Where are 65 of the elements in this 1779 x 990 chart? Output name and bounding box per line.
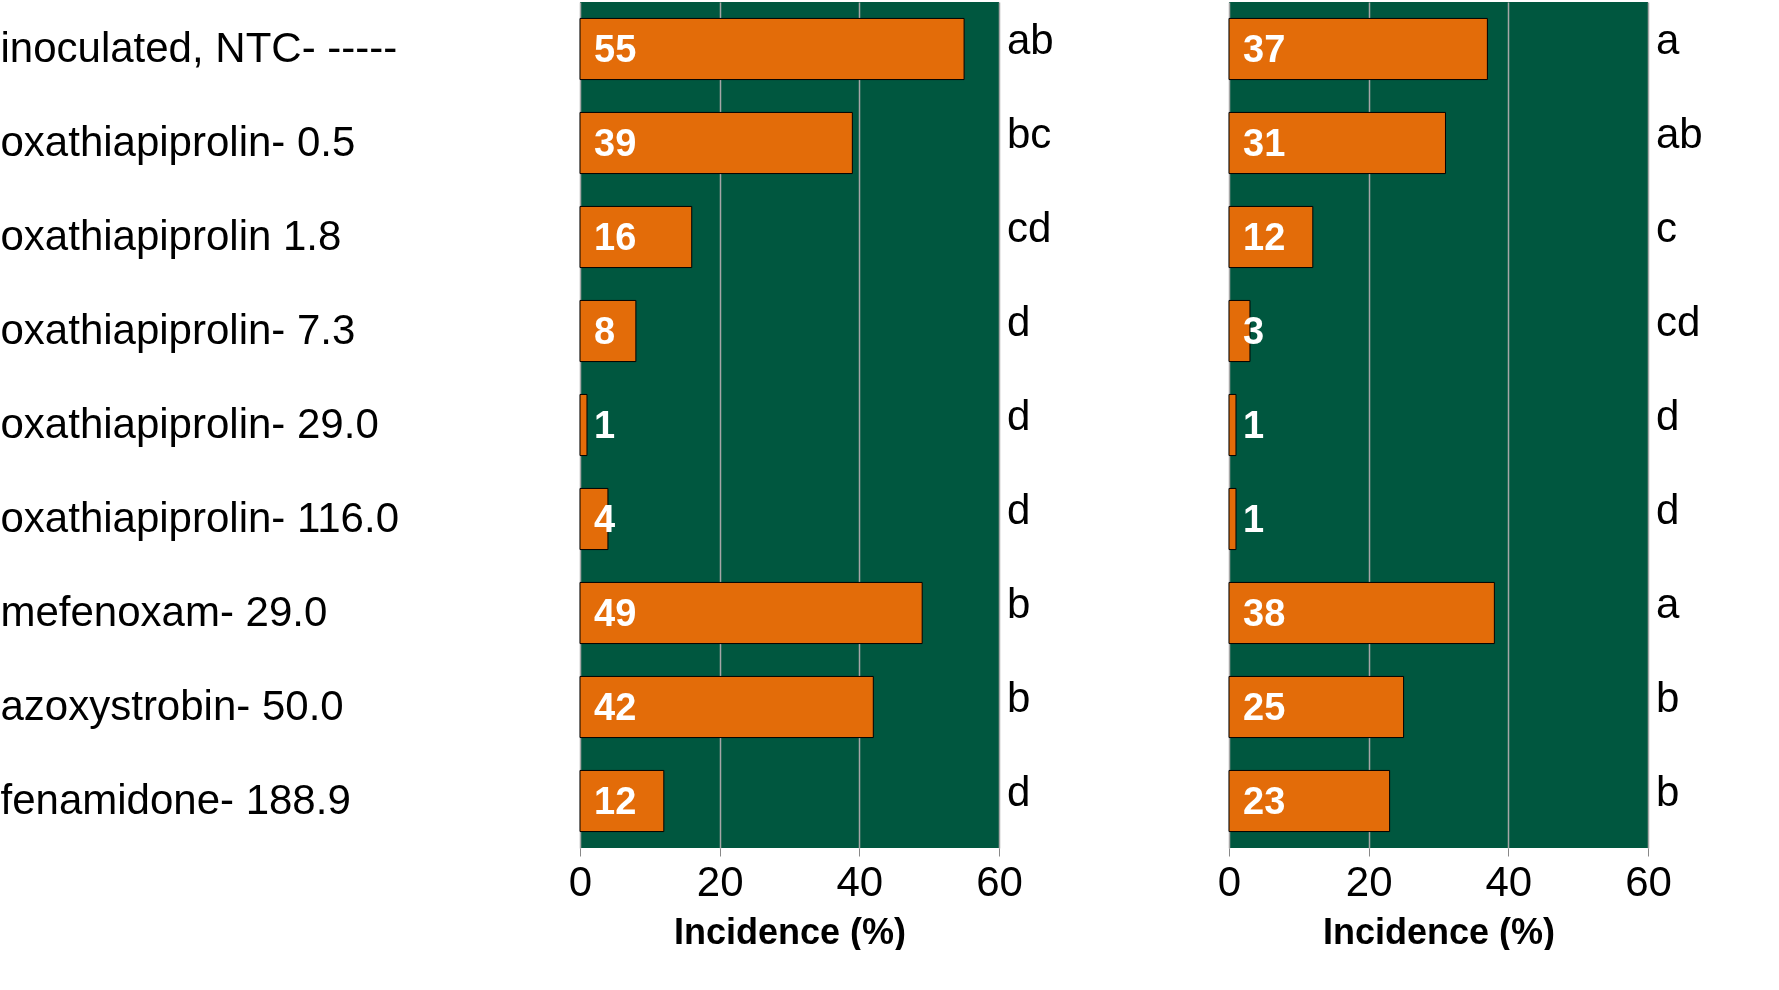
bar: [579, 17, 965, 81]
bar: [579, 675, 874, 739]
y-tick-label: oxathiapiprolin- 7.3: [0, 306, 356, 353]
text: ab: [1007, 16, 1054, 63]
text: b: [1656, 674, 1680, 721]
bar: [1228, 17, 1488, 81]
text: a: [1656, 16, 1680, 63]
data-label: 37: [1243, 28, 1286, 70]
y-tick-label: oxathiapiprolin- 0.5: [0, 118, 356, 165]
data-label: 31: [1243, 122, 1286, 164]
data-label: 12: [1243, 216, 1286, 258]
x-tick-label: 0: [568, 857, 593, 905]
text: d: [1007, 392, 1031, 439]
y-tick-label: azoxystrobin- 50.0: [0, 682, 344, 729]
bar: [579, 581, 923, 645]
y-tick-label: mefenoxam- 29.0: [0, 588, 328, 635]
x-tick-label: 40: [836, 857, 884, 905]
data-label: 49: [594, 592, 637, 634]
text: d: [1007, 298, 1031, 345]
data-label: 1: [594, 404, 616, 446]
y-tick-label: oxathiapiprolin- 116.0: [0, 494, 399, 541]
y-tick-label: fenamidone- 188.9: [0, 776, 351, 823]
data-label: 16: [594, 216, 637, 258]
data-label: 12: [594, 780, 637, 822]
data-label: 55: [594, 28, 637, 70]
text: d: [1656, 392, 1680, 439]
bar: [1228, 581, 1495, 645]
data-label: 25: [1243, 686, 1286, 728]
y-tick-label: oxathiapiprolin- 29.0: [0, 400, 379, 447]
x-tick-label: 60: [1625, 857, 1672, 905]
text: c: [1656, 204, 1677, 251]
text: bc: [1007, 110, 1052, 157]
bar: [1228, 111, 1446, 175]
text: cd: [1007, 204, 1052, 251]
x-tick-label: 60: [976, 857, 1023, 905]
bar: [1228, 675, 1405, 739]
text: cd: [1656, 298, 1701, 345]
data-label: 39: [594, 122, 637, 164]
text: b: [1007, 580, 1031, 627]
y-tick-label: oxathiapiprolin 1.8: [0, 212, 342, 259]
bar: [1228, 393, 1237, 457]
text: d: [1007, 768, 1031, 815]
y-tick-label: inoculated, NTC- -----: [0, 24, 398, 71]
bar: [579, 393, 588, 457]
data-label: 8: [594, 310, 616, 352]
bar: [1228, 769, 1391, 833]
data-label: 42: [594, 686, 637, 728]
data-label: 1: [1243, 498, 1265, 540]
text: ab: [1656, 110, 1703, 157]
x-tick-label: 20: [1345, 857, 1393, 905]
text: b: [1656, 768, 1680, 815]
bar: [579, 299, 637, 363]
text: d: [1007, 486, 1031, 533]
data-label: 23: [1243, 780, 1286, 822]
x-tick-label: 40: [1485, 857, 1533, 905]
data-label: 1: [1243, 404, 1265, 446]
text: d: [1656, 486, 1680, 533]
text: a: [1656, 580, 1680, 627]
x-tick-label: 0: [1217, 857, 1242, 905]
x-tick-label: 20: [696, 857, 744, 905]
bar: [579, 111, 853, 175]
data-label: 38: [1243, 592, 1286, 634]
bar: [579, 205, 693, 269]
bar: [1228, 487, 1237, 551]
text: b: [1007, 674, 1031, 721]
